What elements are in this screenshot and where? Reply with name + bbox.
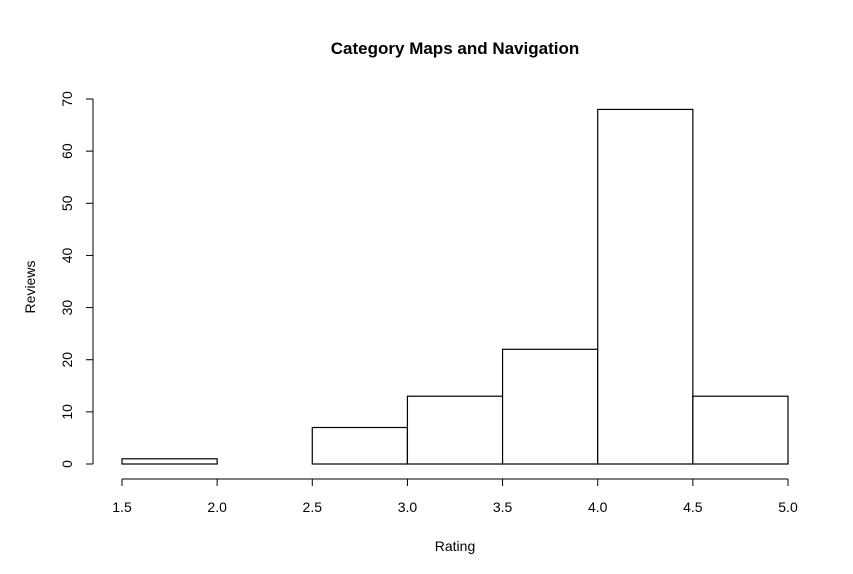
y-axis-label: Reviews (22, 261, 38, 314)
x-tick-label: 3.5 (493, 499, 513, 515)
x-tick-label: 4.5 (683, 499, 703, 515)
histogram-bar-6 (692, 395, 789, 465)
x-axis-label: Rating (435, 538, 475, 554)
y-tick-label: 60 (59, 143, 75, 159)
y-tick-label: 40 (59, 247, 75, 263)
histogram-bar-3 (406, 395, 504, 465)
y-tick-label: 10 (59, 404, 75, 420)
y-tick-label: 70 (59, 91, 75, 107)
y-tick-label: 30 (59, 300, 75, 316)
x-tick-label: 3.0 (398, 499, 418, 515)
x-tick-label: 1.5 (112, 499, 132, 515)
x-tick-label: 4.0 (588, 499, 608, 515)
histogram-bar-2 (311, 426, 409, 465)
x-axis: 1.5 2.0 2.5 3.0 3.5 4.0 4.5 5.0 (112, 478, 798, 515)
y-tick-label: 0 (59, 460, 75, 468)
histogram-bar-5 (597, 108, 694, 465)
histogram-bar-4 (501, 348, 599, 465)
x-tick-label: 2.0 (207, 499, 227, 515)
histogram-bar-0 (121, 458, 218, 465)
chart-title: Category Maps and Navigation (331, 39, 579, 58)
x-tick-label: 5.0 (778, 499, 798, 515)
bars-group (121, 108, 789, 465)
y-tick-label: 50 (59, 195, 75, 211)
y-tick-label: 20 (59, 352, 75, 368)
y-axis: 0 10 20 30 40 50 60 70 (59, 91, 94, 468)
x-tick-label: 2.5 (303, 499, 323, 515)
